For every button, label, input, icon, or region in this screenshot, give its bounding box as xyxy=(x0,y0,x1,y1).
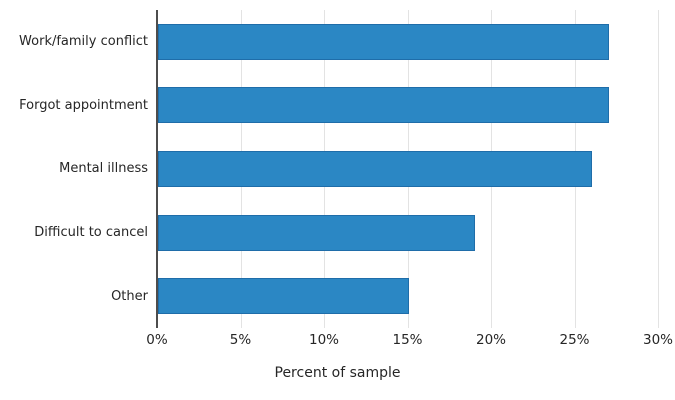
y-axis-line xyxy=(156,10,158,328)
x-tick-label: 5% xyxy=(229,332,252,348)
x-tick-label: 15% xyxy=(392,332,423,348)
x-axis-title: Percent of sample xyxy=(274,365,401,381)
gridline-30% xyxy=(658,10,659,328)
bar xyxy=(158,151,593,187)
bar xyxy=(158,23,609,60)
bar xyxy=(158,278,409,315)
category-label: Work/family conflict xyxy=(19,34,148,50)
category-label: Forgot appointment xyxy=(19,97,148,113)
x-tick-label: 30% xyxy=(642,332,674,348)
bar xyxy=(158,87,609,124)
x-tick-label: 10% xyxy=(308,332,340,348)
category-label: Mental illness xyxy=(59,161,148,177)
category-label: Other xyxy=(111,288,148,304)
plot-area xyxy=(156,10,659,328)
bar xyxy=(158,214,476,251)
category-label: Difficult to cancel xyxy=(34,225,148,241)
x-tick-label: 25% xyxy=(559,332,590,348)
x-tick-label: 20% xyxy=(475,332,507,348)
x-tick-label: 0% xyxy=(146,332,168,348)
